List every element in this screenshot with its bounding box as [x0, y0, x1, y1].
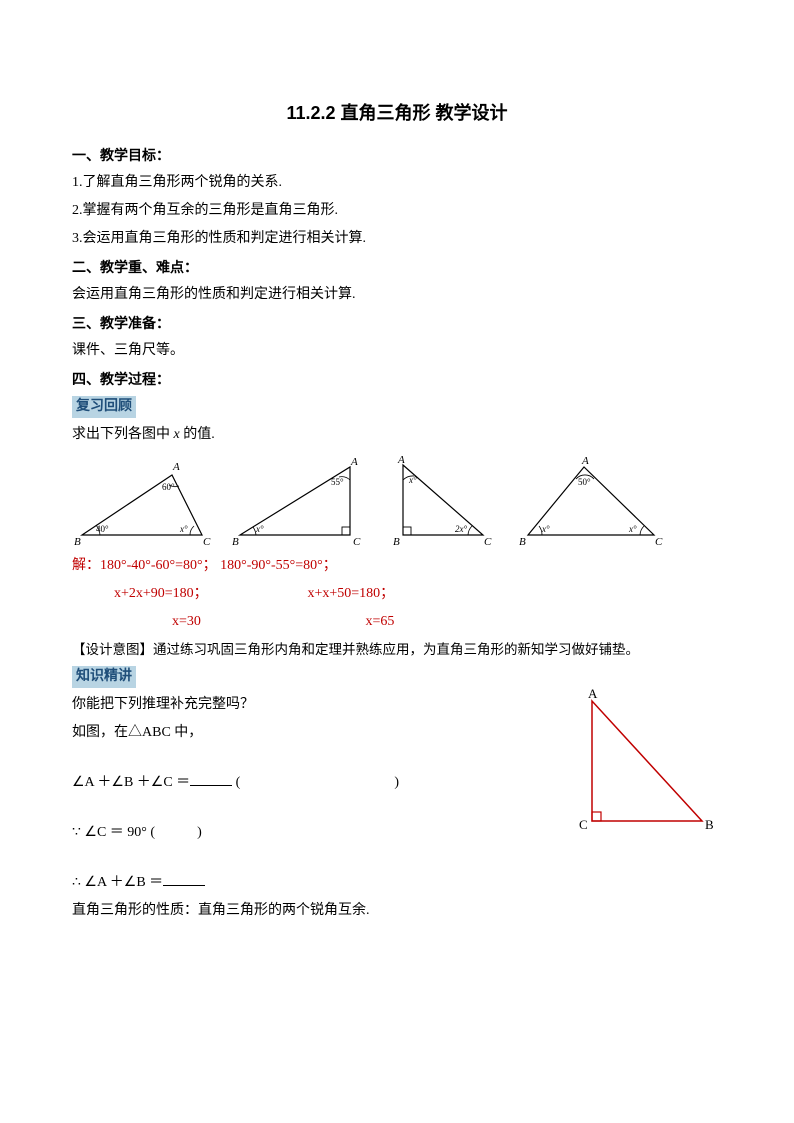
svg-text:B: B — [74, 536, 81, 548]
text: x=65 — [366, 614, 395, 629]
text: 求出下列各图中 — [72, 427, 174, 442]
svg-text:x°: x° — [628, 524, 637, 534]
svg-text:A: A — [588, 686, 598, 701]
sec2-body: 会运用直角三角形的性质和判定进行相关计算. — [72, 281, 722, 309]
triangle-4: A B C 50° x° x° — [516, 455, 666, 550]
svg-text:x°: x° — [541, 524, 550, 534]
property: 直角三角形的性质：直角三角形的两个锐角互余. — [72, 897, 722, 925]
svg-text:55°: 55° — [331, 477, 344, 487]
svg-text:40°: 40° — [96, 524, 109, 534]
solution-line: x+2x+90=180； x+x+50=180； — [72, 580, 722, 608]
knowledge-tag: 知识精讲 — [72, 666, 136, 688]
svg-text:B: B — [393, 536, 400, 548]
svg-text:x°: x° — [179, 524, 188, 534]
svg-text:A: A — [397, 455, 405, 466]
svg-text:A: A — [350, 456, 358, 468]
triangle-3: A B C x° 2x° — [388, 455, 498, 550]
svg-text:B: B — [519, 536, 526, 548]
triangle-1: A B C 40° 60° x° — [72, 455, 212, 550]
solution-line: 解：180°-40°-60°=80°； 180°-90°-55°=80°； — [72, 552, 722, 580]
sec4-heading: 四、教学过程： — [72, 365, 722, 393]
svg-text:C: C — [579, 817, 588, 832]
eq3: ∴ ∠A ＋∠B ＝ — [72, 869, 722, 897]
triangle-diagrams: A B C 40° 60° x° A B C 55° x° A B — [72, 455, 722, 550]
svg-text:B: B — [232, 536, 239, 548]
sec1-item: 1.了解直角三角形两个锐角的关系. — [72, 169, 722, 197]
svg-text:C: C — [484, 536, 492, 548]
paren: ( ) — [236, 775, 399, 790]
svg-text:C: C — [203, 536, 211, 548]
text: x=30 — [172, 608, 362, 636]
review-prompt: 求出下列各图中 x 的值. — [72, 421, 722, 449]
svg-text:2x°: 2x° — [455, 524, 467, 534]
sec2-heading: 二、教学重、难点： — [72, 253, 722, 281]
text: 的值. — [180, 427, 215, 442]
text: x+x+50=180； — [308, 586, 395, 601]
svg-text:x°: x° — [255, 524, 264, 534]
sec1-item: 3.会运用直角三角形的性质和判定进行相关计算. — [72, 225, 722, 253]
blank — [190, 771, 232, 786]
text: ∵ ∠C ＝ 90° — [72, 825, 147, 840]
solution-line: x=30 x=65 — [72, 608, 722, 636]
svg-text:C: C — [353, 536, 361, 548]
doc-title: 11.2.2 直角三角形 教学设计 — [72, 95, 722, 131]
svg-text:C: C — [655, 536, 663, 548]
sec3-heading: 三、教学准备： — [72, 309, 722, 337]
text: ∠A ＋∠B ＋∠C ＝ — [72, 775, 190, 790]
sec1-heading: 一、教学目标： — [72, 141, 722, 169]
svg-text:A: A — [172, 461, 180, 473]
paren: ( ) — [150, 825, 201, 840]
review-tag: 复习回顾 — [72, 396, 136, 418]
svg-text:A: A — [581, 455, 589, 467]
svg-text:B: B — [705, 817, 714, 832]
triangle-2: A B C 55° x° — [230, 455, 370, 550]
text: x+2x+90=180； — [114, 580, 304, 608]
text: ∴ ∠A ＋∠B ＝ — [72, 875, 163, 890]
sec3-body: 课件、三角尺等。 — [72, 337, 722, 365]
sec1-item: 2.掌握有两个角互余的三角形是直角三角形. — [72, 197, 722, 225]
right-triangle-figure: A B C — [562, 686, 722, 852]
svg-text:60°: 60° — [162, 482, 175, 492]
design-intent: 【设计意图】通过练习巩固三角形内角和定理并熟练应用，为直角三角形的新知学习做好铺… — [72, 636, 722, 663]
svg-text:50°: 50° — [578, 477, 591, 487]
blank — [163, 871, 205, 886]
